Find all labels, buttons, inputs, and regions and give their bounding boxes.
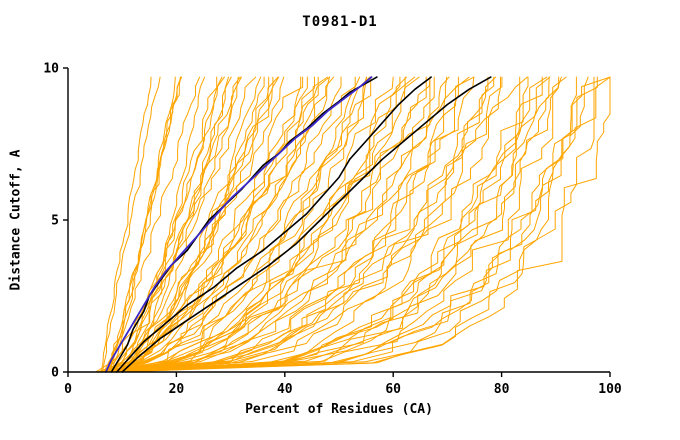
tick-label: 60 [385, 382, 401, 397]
ensemble-curve [117, 76, 304, 373]
tick-label: 0 [51, 366, 59, 381]
ensemble-curve [113, 76, 548, 373]
ensemble-curve [114, 76, 279, 373]
ensemble-curve [97, 76, 611, 373]
tick-label: 5 [51, 214, 59, 229]
ensemble-curve [96, 76, 431, 373]
highlighted-model-blue [105, 76, 373, 373]
chart-title: T0981-D1 [302, 14, 378, 30]
ensemble-curve [125, 76, 368, 373]
ensemble-curve [108, 76, 181, 373]
ensemble-curve [121, 76, 475, 373]
ensemble-curve [101, 76, 280, 373]
ensemble-curve [100, 76, 448, 373]
ensemble-curve [116, 76, 503, 373]
ensemble-curve [99, 76, 560, 373]
ensemble-curve [106, 76, 308, 373]
ensemble-curve [115, 76, 562, 373]
ensemble-curve [96, 76, 528, 373]
ensemble-curve [111, 76, 225, 373]
highlighted-model-black-3 [121, 76, 492, 373]
tick-label: 100 [598, 382, 622, 397]
ensemble-curve [103, 76, 475, 373]
ensemble-curve [110, 76, 470, 373]
ensemble-curve [119, 76, 330, 373]
ensemble-curve [119, 76, 274, 373]
ensemble-curve [99, 76, 450, 373]
ensemble-curve [112, 76, 427, 373]
tick-label: 40 [277, 382, 293, 397]
ensemble-curve [103, 76, 201, 373]
ensemble-curve [114, 76, 595, 373]
ensemble-curve [107, 76, 501, 373]
ensemble-curve [104, 76, 319, 373]
ensemble-curve [126, 76, 361, 373]
ensemble-curve [106, 76, 371, 373]
ensemble-curve [120, 76, 242, 373]
ensemble-curve [105, 76, 611, 373]
ensemble-curve [123, 76, 577, 373]
ensemble-curve [100, 76, 152, 373]
ensemble-curve [98, 76, 489, 373]
tick-label: 10 [43, 62, 59, 77]
ensemble-curve [101, 76, 372, 373]
ensemble-curve [98, 76, 356, 373]
ensemble-curve [121, 76, 435, 373]
ensemble-curve [98, 76, 598, 373]
highlighted-model-black-2 [116, 76, 432, 373]
tick-label: 20 [169, 382, 185, 397]
ensemble-curve [123, 76, 459, 373]
ensemble-curve [101, 76, 161, 373]
ensemble-curve [111, 76, 176, 373]
ensemble-curve [94, 76, 257, 373]
tick-label: 0 [64, 382, 72, 397]
ensemble-curve [121, 76, 551, 373]
ensemble-curve [100, 76, 406, 373]
ensemble-curve [95, 76, 497, 373]
x-axis-label: Percent of Residues (CA) [245, 402, 433, 417]
ensemble-curve [102, 76, 407, 373]
ensemble-curve [113, 76, 550, 373]
ensemble-curve [105, 76, 302, 373]
ensemble-curve [111, 76, 567, 373]
ensemble-curve [96, 76, 328, 373]
ensemble-curve [107, 76, 611, 373]
tick-label: 80 [494, 382, 510, 397]
ensemble-curve [111, 76, 589, 373]
ensemble-curve [108, 76, 495, 373]
ensemble-curve [115, 76, 368, 373]
ensemble-curve [125, 76, 232, 373]
ensemble-curve [118, 76, 543, 373]
